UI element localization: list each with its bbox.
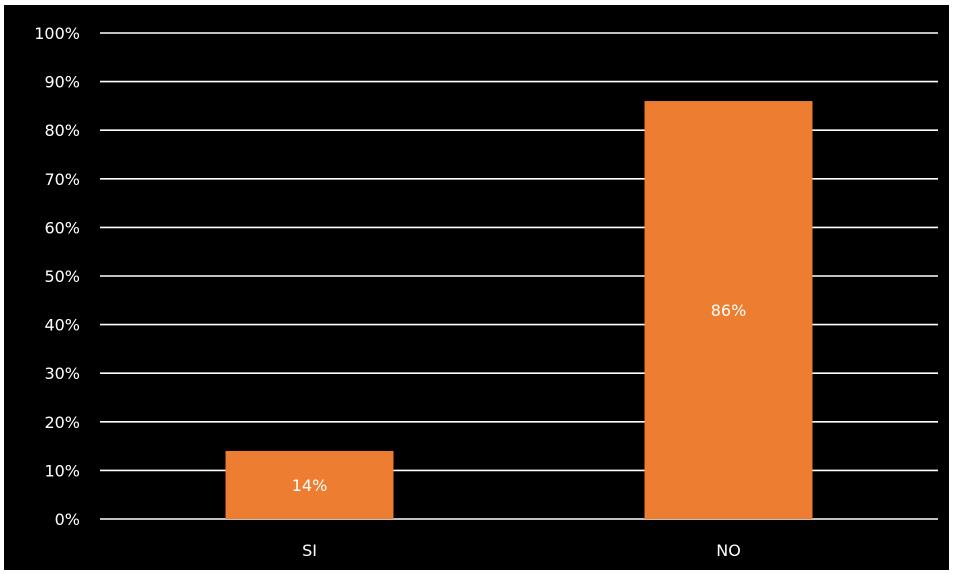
x-axis-categories: SI NO xyxy=(302,541,741,560)
y-tick-label: 90% xyxy=(44,73,80,92)
y-tick-label: 80% xyxy=(44,121,80,140)
y-axis-ticks: 0% 10% 20% 30% 40% 50% 60% 70% 80% 90% 100% xyxy=(34,24,80,529)
bar-no xyxy=(644,101,813,519)
y-tick-label: 0% xyxy=(55,510,80,529)
bars xyxy=(225,101,813,519)
data-label-si: 14% xyxy=(292,476,328,495)
gridlines xyxy=(100,32,938,520)
y-tick-label: 10% xyxy=(44,461,80,480)
y-tick-label: 30% xyxy=(44,364,80,383)
x-category-label: NO xyxy=(716,541,741,560)
y-tick-label: 20% xyxy=(44,413,80,432)
y-tick-label: 70% xyxy=(44,170,80,189)
data-label-no: 86% xyxy=(711,301,747,320)
y-tick-label: 40% xyxy=(44,316,80,335)
data-labels: 14% 86% xyxy=(292,301,747,495)
y-tick-label: 50% xyxy=(44,267,80,286)
bar-si xyxy=(225,450,394,519)
y-tick-label: 60% xyxy=(44,218,80,237)
x-category-label: SI xyxy=(302,541,317,560)
y-tick-label: 100% xyxy=(34,24,80,43)
